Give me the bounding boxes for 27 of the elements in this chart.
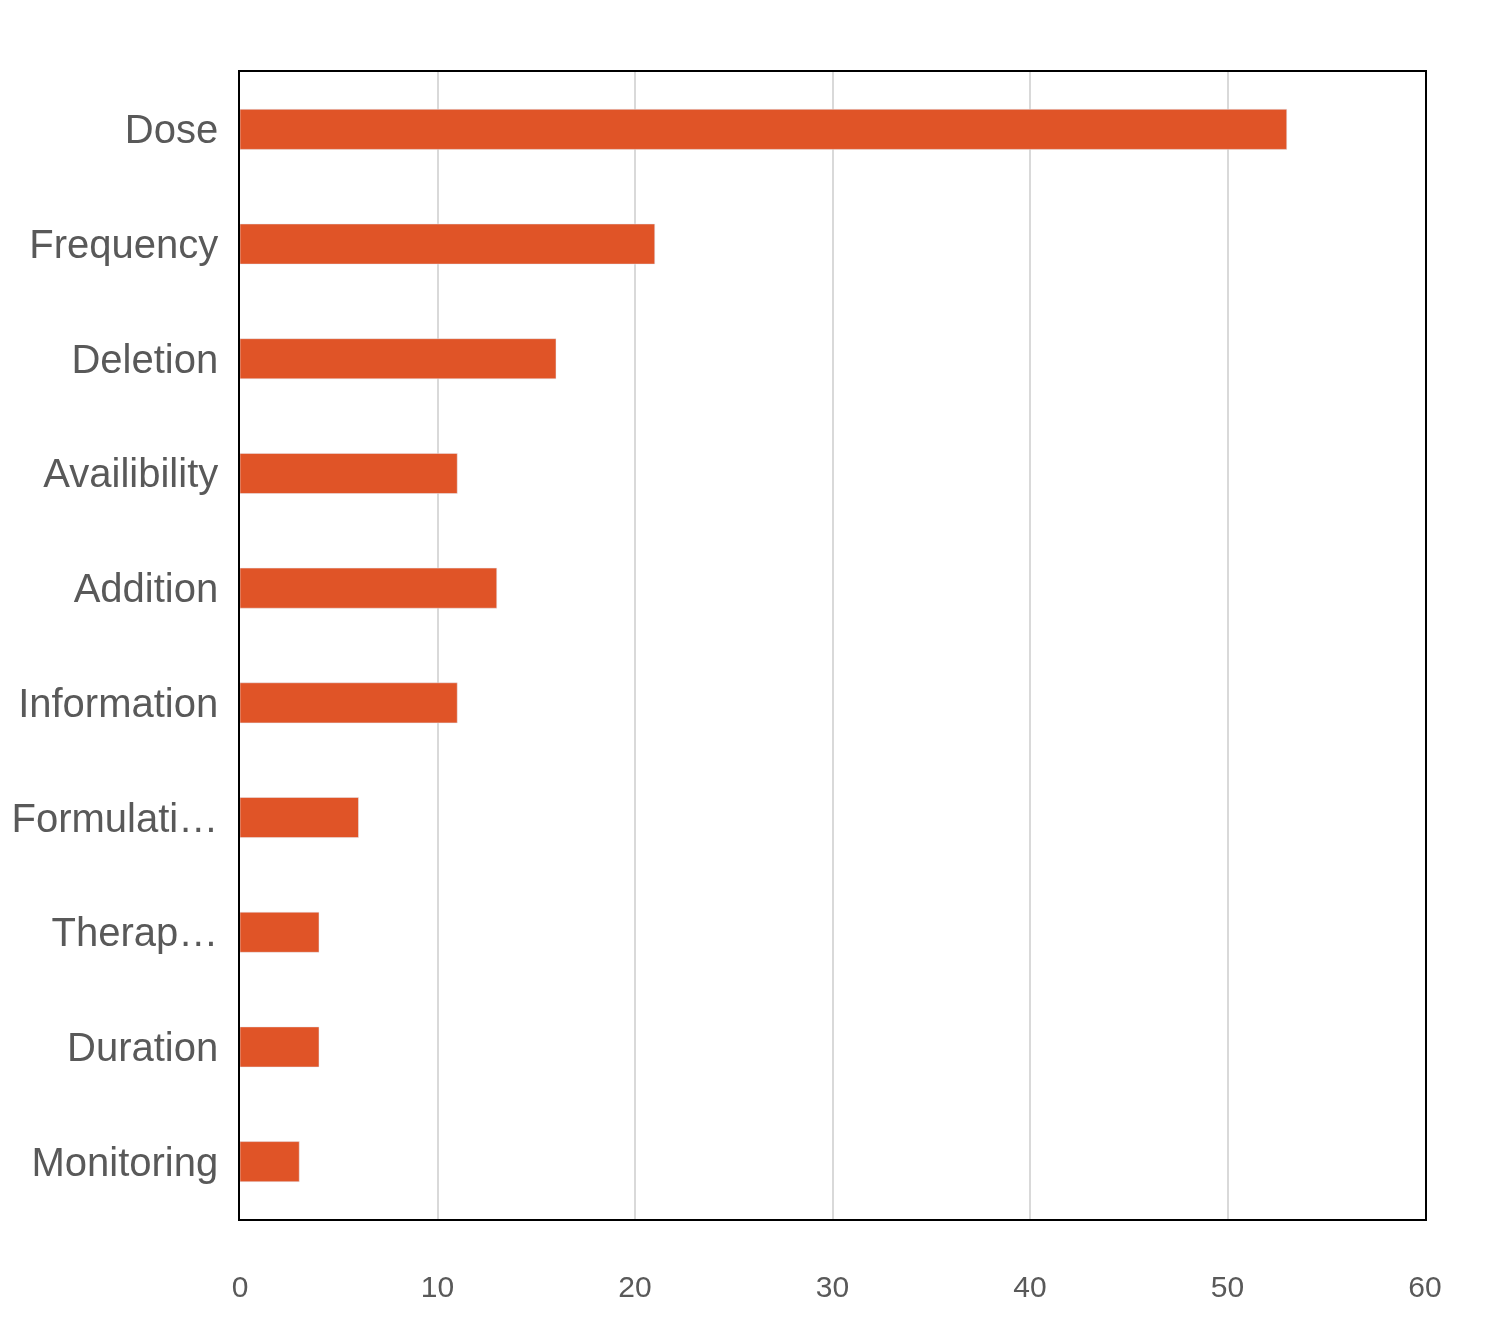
bar bbox=[240, 223, 655, 265]
y-tick-label: Formulati… bbox=[11, 795, 219, 840]
bar bbox=[240, 453, 458, 494]
bar bbox=[240, 1026, 320, 1068]
y-tick-label: Frequency bbox=[29, 222, 219, 267]
x-tick-label: 30 bbox=[815, 1269, 850, 1303]
x-tick-label: 10 bbox=[420, 1269, 455, 1303]
y-tick-label: Information bbox=[18, 680, 219, 725]
y-tick-label: Deletion bbox=[71, 336, 219, 381]
x-tick-label: 50 bbox=[1210, 1269, 1245, 1303]
y-tick-label: Monitoring bbox=[31, 1139, 219, 1184]
bar bbox=[240, 682, 458, 724]
bar bbox=[240, 911, 320, 953]
y-tick-label: Dose bbox=[124, 107, 219, 152]
bar bbox=[240, 797, 359, 838]
bar bbox=[240, 109, 1287, 150]
bar bbox=[240, 567, 497, 609]
x-tick-label: 20 bbox=[618, 1269, 652, 1303]
y-tick-label: Therap… bbox=[51, 910, 219, 955]
bar bbox=[240, 338, 557, 380]
x-tick-label: 0 bbox=[231, 1269, 249, 1303]
x-tick-label: 60 bbox=[1408, 1269, 1442, 1303]
bar bbox=[240, 1141, 300, 1182]
y-tick-label: Duration bbox=[67, 1024, 219, 1069]
y-tick-label: Addition bbox=[73, 566, 219, 611]
x-tick-label: 40 bbox=[1013, 1269, 1047, 1303]
y-tick-label: Availibility bbox=[43, 451, 219, 496]
